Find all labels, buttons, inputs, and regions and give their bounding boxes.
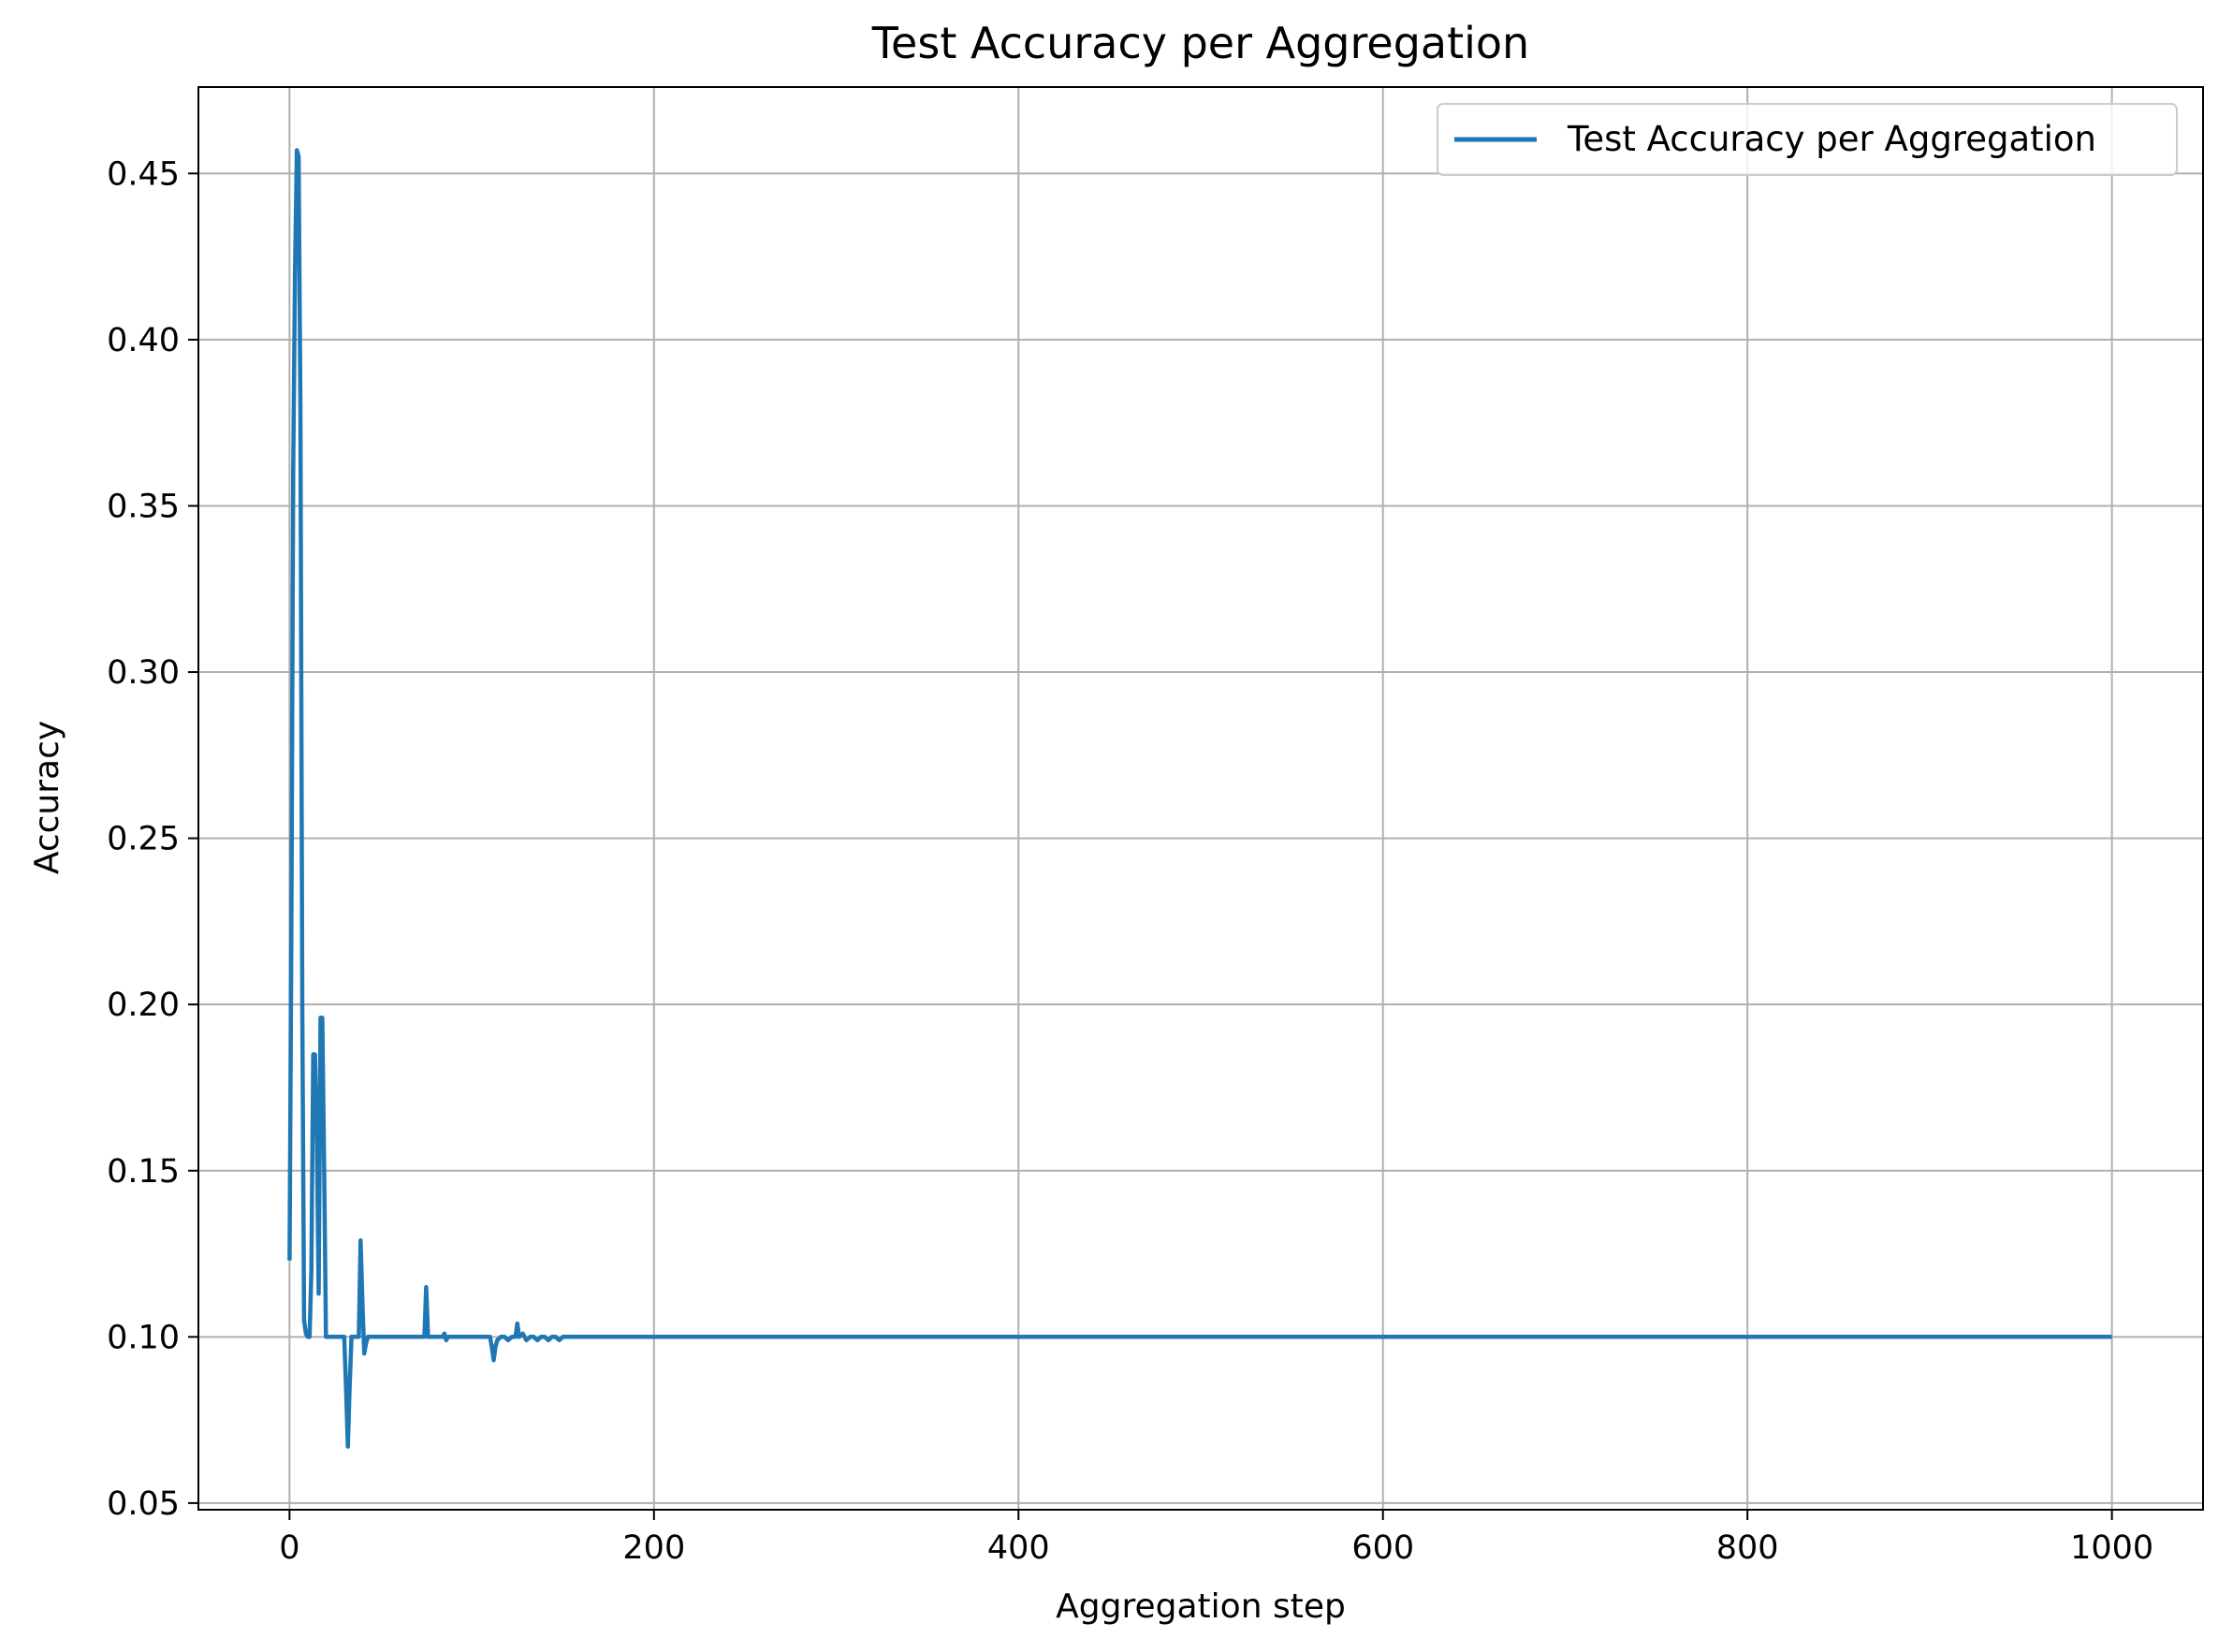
grid [198, 87, 2203, 1510]
y-tick-label: 0.10 [107, 1319, 180, 1356]
legend: Test Accuracy per Aggregation [1437, 103, 2178, 176]
x-axis-label: Aggregation step [1056, 1587, 1346, 1626]
y-tick-label: 0.05 [107, 1485, 180, 1523]
y-tick-label: 0.20 [107, 987, 180, 1024]
y-tick-label: 0.40 [107, 322, 180, 359]
legend-label: Test Accuracy per Aggregation [1567, 119, 2096, 159]
x-tick-label: 600 [1351, 1529, 1414, 1567]
y-tick-label: 0.25 [107, 821, 180, 858]
x-tick-label: 0 [279, 1529, 299, 1567]
y-tick-label: 0.30 [107, 654, 180, 692]
y-tick-label: 0.45 [107, 155, 180, 193]
plot-area-frame [197, 86, 2204, 1511]
y-tick-label: 0.15 [107, 1153, 180, 1191]
y-axis-label: Accuracy [28, 721, 66, 874]
y-tick-label: 0.35 [107, 488, 180, 525]
axis-ticks: 0 200 400 600 800 1000 0.05 0.10 0.15 0.20 0.25 0.3… [107, 155, 2153, 1567]
chart-title: Test Accuracy per Aggregation [871, 18, 1529, 68]
x-tick-label: 200 [622, 1529, 685, 1567]
x-tick-label: 1000 [2070, 1529, 2153, 1567]
x-tick-label: 800 [1716, 1529, 1779, 1567]
x-tick-label: 400 [987, 1529, 1050, 1567]
legend-box [1437, 103, 2178, 176]
series-line [287, 148, 2112, 1449]
data-lines [287, 148, 2112, 1449]
